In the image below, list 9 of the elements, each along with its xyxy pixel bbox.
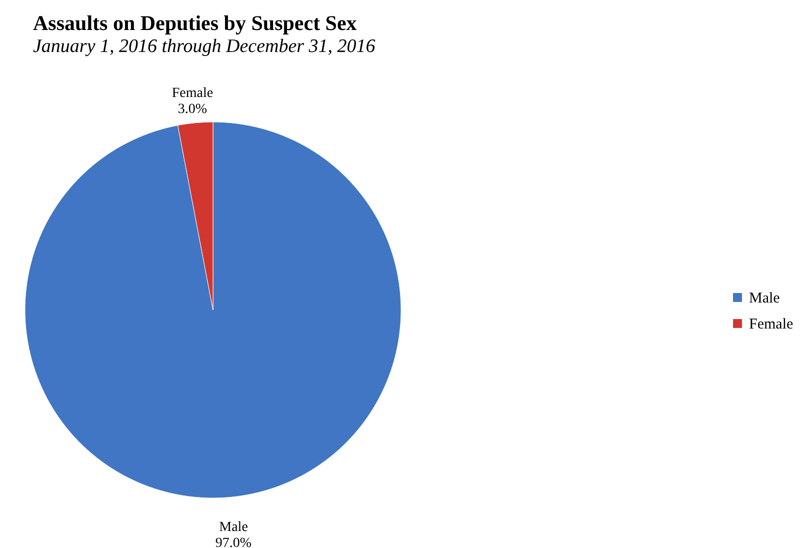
chart-title: Assaults on Deputies by Suspect Sex <box>33 11 358 35</box>
pie-slice <box>24 122 402 498</box>
legend-label: Female <box>749 316 794 332</box>
slice-label: Male <box>219 520 248 536</box>
legend-label: Male <box>749 290 780 306</box>
slice-label: Female <box>172 86 214 101</box>
data-label: 3.0% <box>178 102 208 117</box>
chart-subtitle: January 1, 2016 through December 31, 2016 <box>33 36 376 57</box>
data-label: 97.0% <box>215 536 252 548</box>
